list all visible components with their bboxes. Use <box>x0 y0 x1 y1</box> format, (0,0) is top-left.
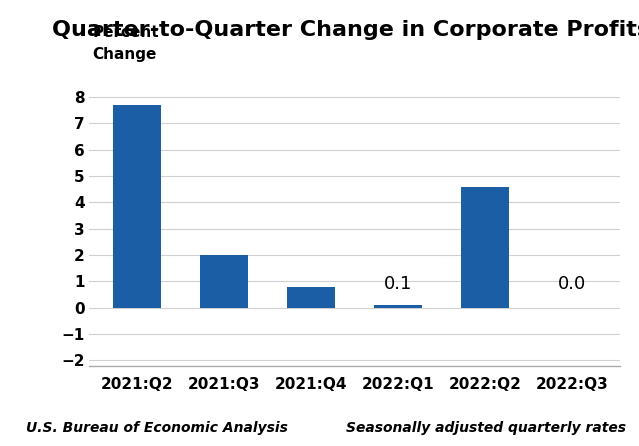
Bar <box>113 105 161 308</box>
Text: Quarter-to-Quarter Change in Corporate Profits: Quarter-to-Quarter Change in Corporate P… <box>52 20 639 40</box>
Bar <box>200 255 248 308</box>
Text: Change: Change <box>93 47 157 62</box>
Bar <box>461 186 509 308</box>
Text: 0.0: 0.0 <box>558 275 586 293</box>
Bar <box>288 287 335 308</box>
Text: 0.1: 0.1 <box>384 275 412 293</box>
Text: Seasonally adjusted quarterly rates: Seasonally adjusted quarterly rates <box>346 421 626 435</box>
Text: Percent: Percent <box>93 25 159 40</box>
Text: U.S. Bureau of Economic Analysis: U.S. Bureau of Economic Analysis <box>26 421 288 435</box>
Bar <box>374 305 422 308</box>
